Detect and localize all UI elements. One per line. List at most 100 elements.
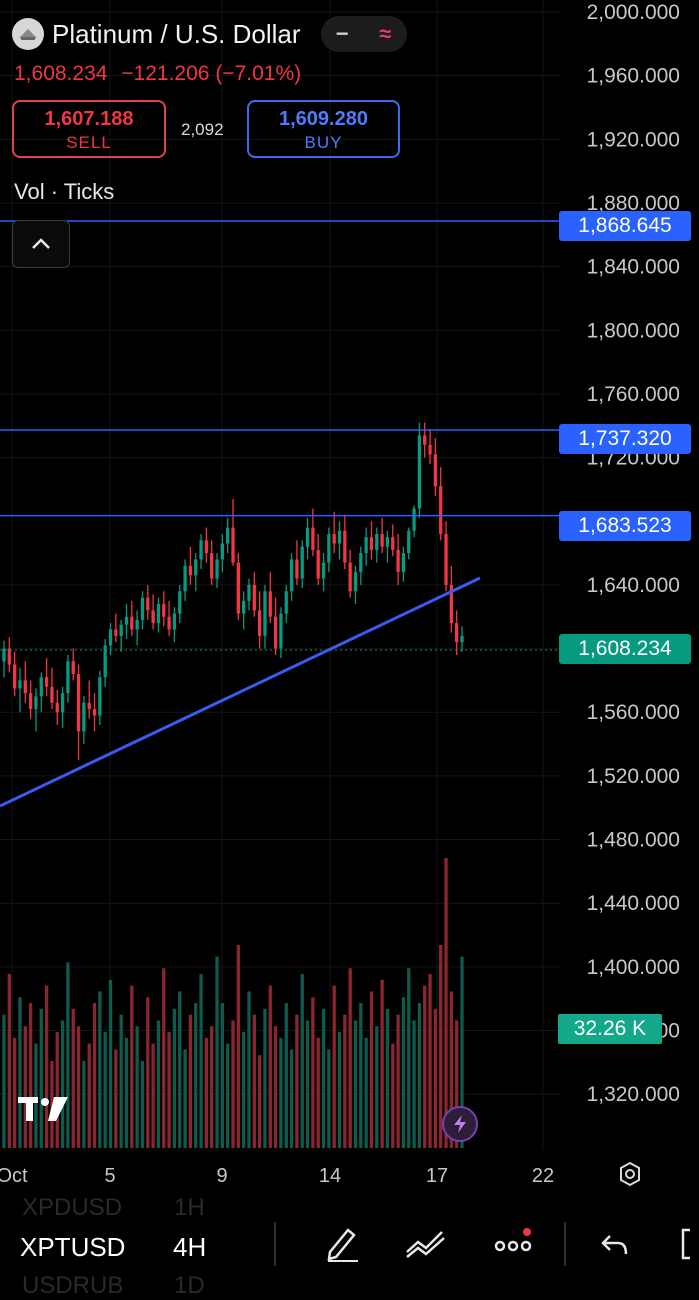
candle-body — [385, 537, 390, 547]
volume-bar — [369, 991, 374, 1148]
candle-body — [231, 527, 235, 563]
buy-button[interactable]: 1,609.280 BUY — [247, 100, 400, 158]
chart-mode-toggle[interactable]: − ≈ — [320, 16, 407, 52]
hline-tag-3[interactable]: 1,683.523 — [559, 511, 691, 541]
candle-body — [428, 444, 432, 455]
layout-icon[interactable] — [680, 1224, 699, 1267]
candle-body — [66, 661, 70, 694]
chevron-up-icon — [32, 238, 50, 249]
time-tick-label: 9 — [216, 1165, 227, 1187]
collapse-legend-button[interactable] — [12, 220, 70, 268]
volume-bar — [76, 1026, 81, 1148]
candle-body — [76, 674, 81, 732]
volume-bar — [2, 1014, 6, 1148]
volume-bar — [194, 1003, 198, 1148]
candle-body — [50, 686, 54, 703]
candle-body — [162, 604, 166, 617]
toolbar-divider — [564, 1222, 566, 1266]
platinum-icon — [12, 18, 44, 50]
candle-body — [279, 613, 283, 649]
chart-settings-icon[interactable] — [616, 1160, 644, 1193]
candle-body — [337, 530, 342, 544]
candle-body — [343, 530, 347, 563]
volume-bar — [343, 1014, 347, 1148]
sell-button[interactable]: 1,607.188 SELL — [12, 100, 166, 158]
volume-bar — [151, 1043, 155, 1148]
candle-body — [401, 553, 406, 573]
candle-body — [455, 623, 459, 643]
minus-icon[interactable]: − — [335, 21, 349, 46]
price-tick-label: 1,920.000 — [587, 128, 680, 151]
volume-bar — [300, 974, 304, 1148]
price-tick-label: 1,520.000 — [587, 765, 680, 788]
candle-body — [135, 619, 139, 630]
volume-bar — [433, 1008, 438, 1148]
more-options-icon[interactable] — [494, 1224, 534, 1267]
price-tick-label: 1,560.000 — [587, 701, 680, 724]
symbol-title: Platinum / U.S. Dollar — [52, 18, 301, 49]
candle-body — [210, 553, 214, 579]
volume-bar — [87, 1043, 91, 1148]
volume-bar — [311, 997, 315, 1148]
volume-bar — [156, 1020, 161, 1148]
volume-bar — [39, 1008, 43, 1148]
hline-tag-2[interactable]: 1,737.320 — [559, 424, 691, 454]
candle-body — [156, 604, 161, 624]
trendline[interactable] — [0, 576, 481, 808]
volume-bar — [305, 1020, 310, 1148]
volume-bar — [82, 1061, 86, 1148]
volume-bar — [284, 1003, 288, 1148]
candle-body — [13, 664, 17, 689]
buy-label: BUY — [304, 133, 343, 152]
volume-value-tag: 32.26 K — [558, 1014, 662, 1044]
volume-bar — [242, 1032, 246, 1148]
candle-body — [396, 549, 400, 573]
price-change: −121.206 — [121, 62, 210, 85]
candle-body — [289, 559, 294, 592]
price-tick-label: 1,400.000 — [587, 956, 680, 979]
candle-body — [60, 693, 65, 713]
indicator-legend[interactable]: Vol · Ticks — [14, 179, 115, 204]
candle-body — [247, 584, 251, 601]
undo-icon[interactable] — [598, 1224, 630, 1267]
candle-body — [220, 543, 224, 560]
trend-tool-icon[interactable] — [404, 1224, 448, 1267]
wave-icon[interactable]: ≈ — [379, 21, 392, 46]
candle-body — [311, 527, 315, 550]
symbol-selector[interactable]: XPTUSD — [20, 1232, 126, 1262]
hline-tag-1[interactable]: 1,868.645 — [559, 211, 691, 241]
tradingview-logo — [18, 1094, 74, 1129]
candle-body — [215, 559, 219, 579]
volume-bar — [119, 1014, 123, 1148]
volume-bar — [273, 1026, 278, 1148]
candle-body — [263, 591, 267, 636]
volume-bar — [204, 1037, 209, 1148]
volume-bar — [226, 1043, 230, 1148]
buy-price: 1,609.280 — [279, 108, 368, 130]
volume-bar — [18, 997, 22, 1148]
flash-icon[interactable] — [442, 1106, 478, 1142]
current-price-tag: 1,608.234 — [559, 634, 691, 664]
volume-bar — [316, 1037, 320, 1148]
volume-bar — [236, 945, 240, 1148]
candle-body — [194, 559, 198, 576]
draw-pen-icon[interactable] — [324, 1224, 360, 1267]
candle-body — [178, 591, 182, 614]
candle-body — [439, 486, 443, 534]
candle-body — [268, 591, 272, 617]
candle-body — [204, 540, 209, 554]
volume-bar — [407, 968, 411, 1148]
symbol-header[interactable]: Platinum / U.S. Dollar − ≈ — [12, 16, 407, 52]
candle-body — [364, 537, 368, 554]
candle-body — [23, 680, 27, 694]
volume-bar — [268, 985, 272, 1148]
volume-bar — [375, 1026, 379, 1148]
candle-body — [130, 616, 134, 630]
volume-bar — [385, 1008, 390, 1148]
time-axis: Oct 5 9 14 17 22 — [0, 1165, 554, 1187]
candle-body — [242, 600, 246, 614]
time-tick-label: 22 — [532, 1165, 554, 1187]
candle-body — [199, 540, 203, 560]
timeframe-selector[interactable]: 4H — [173, 1232, 207, 1262]
candle-body — [226, 527, 230, 544]
